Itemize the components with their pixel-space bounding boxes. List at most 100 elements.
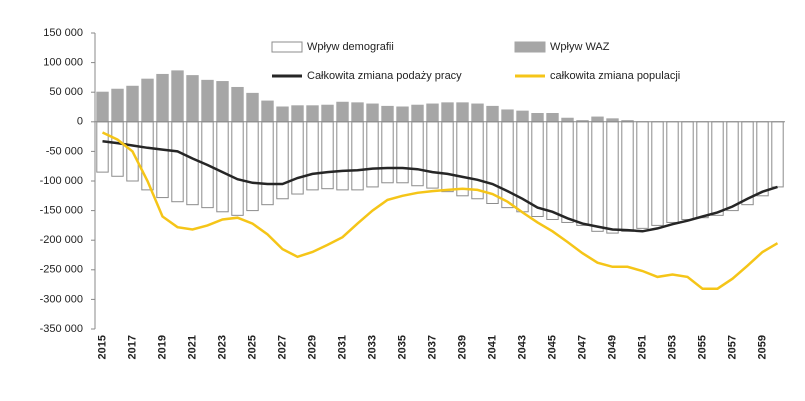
x-tick-label: 2051 — [636, 335, 648, 359]
y-tick-label: 0 — [77, 116, 83, 128]
bar — [96, 91, 109, 123]
bar — [381, 105, 394, 123]
bar — [321, 121, 334, 190]
x-tick-label: 2027 — [276, 335, 288, 359]
bar — [111, 88, 124, 123]
bar — [216, 81, 229, 123]
bar — [291, 105, 304, 123]
y-tick-label: -250 000 — [40, 264, 83, 276]
bar — [501, 121, 514, 209]
bar — [261, 100, 274, 123]
x-tick-label: 2021 — [186, 335, 198, 359]
y-tick-label: 100 000 — [43, 57, 83, 69]
bar — [111, 121, 124, 177]
bar — [396, 121, 409, 184]
bar — [486, 105, 499, 123]
x-tick-label: 2049 — [606, 335, 618, 359]
bar — [561, 121, 574, 223]
x-tick-label: 2019 — [156, 335, 168, 359]
bar — [396, 106, 409, 123]
bar — [306, 105, 319, 123]
bar — [171, 121, 184, 203]
bar — [516, 110, 529, 123]
x-tick-label: 2043 — [516, 335, 528, 359]
bar — [156, 73, 169, 123]
x-tick-label: 2037 — [426, 335, 438, 359]
bar — [426, 121, 439, 189]
bar — [336, 121, 349, 191]
bar — [591, 116, 604, 123]
bar — [426, 103, 439, 123]
x-tick-label: 2053 — [666, 335, 678, 359]
bar — [711, 121, 724, 216]
x-tick-label: 2035 — [396, 335, 408, 359]
legend-label: Wpływ demografii — [307, 41, 394, 53]
bar — [261, 121, 274, 206]
bar — [696, 121, 709, 219]
bar — [501, 109, 514, 123]
bar — [531, 121, 544, 218]
y-tick-label: -150 000 — [40, 205, 83, 217]
legend-swatch — [271, 41, 303, 53]
x-tick-label: 2025 — [246, 335, 258, 359]
bar — [246, 121, 259, 212]
bar — [381, 121, 394, 184]
bar — [726, 121, 739, 212]
bar — [351, 121, 364, 191]
bar — [411, 104, 424, 123]
bar — [756, 121, 769, 197]
x-tick-label: 2033 — [366, 335, 378, 359]
legend-label: Całkowita zmiana podaży pracy — [307, 70, 462, 82]
line — [102, 140, 778, 233]
bar — [561, 117, 574, 123]
bar — [246, 92, 259, 123]
bar — [546, 121, 559, 220]
x-tick-label: 2045 — [546, 335, 558, 359]
x-tick-label: 2023 — [216, 335, 228, 359]
bar — [681, 121, 694, 220]
y-tick-label: 50 000 — [49, 86, 83, 98]
bar — [651, 121, 664, 226]
x-tick-label: 2047 — [576, 335, 588, 359]
bar — [276, 121, 289, 200]
bar — [486, 121, 499, 204]
bar — [636, 121, 649, 229]
bar — [186, 121, 199, 206]
bar — [366, 121, 379, 188]
bar — [306, 121, 319, 191]
bar — [546, 113, 559, 123]
bar — [441, 102, 454, 123]
x-tick-label: 2029 — [306, 335, 318, 359]
x-tick-label: 2039 — [456, 335, 468, 359]
bar — [156, 121, 169, 199]
x-tick-label: 2057 — [726, 335, 738, 359]
bar — [606, 121, 619, 234]
bar — [591, 121, 604, 232]
y-tick-label: -100 000 — [40, 175, 83, 187]
bar — [216, 121, 229, 213]
bar — [456, 121, 469, 197]
bar — [411, 121, 424, 187]
x-tick-label: 2015 — [96, 335, 108, 359]
bar — [771, 121, 784, 188]
bar — [741, 121, 754, 206]
y-tick-label: -350 000 — [40, 323, 83, 335]
bar — [231, 121, 244, 216]
bar — [141, 78, 154, 123]
x-tick-label: 2041 — [486, 335, 498, 359]
y-tick-label: -300 000 — [40, 293, 83, 305]
bar — [351, 102, 364, 123]
bar — [621, 121, 634, 232]
y-tick-label: -50 000 — [46, 145, 83, 157]
x-tick-label: 2059 — [756, 335, 768, 359]
bar — [96, 121, 109, 173]
line — [101, 131, 779, 290]
bar — [666, 121, 679, 223]
x-tick-label: 2017 — [126, 335, 138, 359]
bar — [276, 106, 289, 123]
bar — [471, 103, 484, 123]
legend-swatch — [514, 41, 546, 53]
bar — [201, 79, 214, 123]
y-tick-label: 150 000 — [43, 27, 83, 39]
